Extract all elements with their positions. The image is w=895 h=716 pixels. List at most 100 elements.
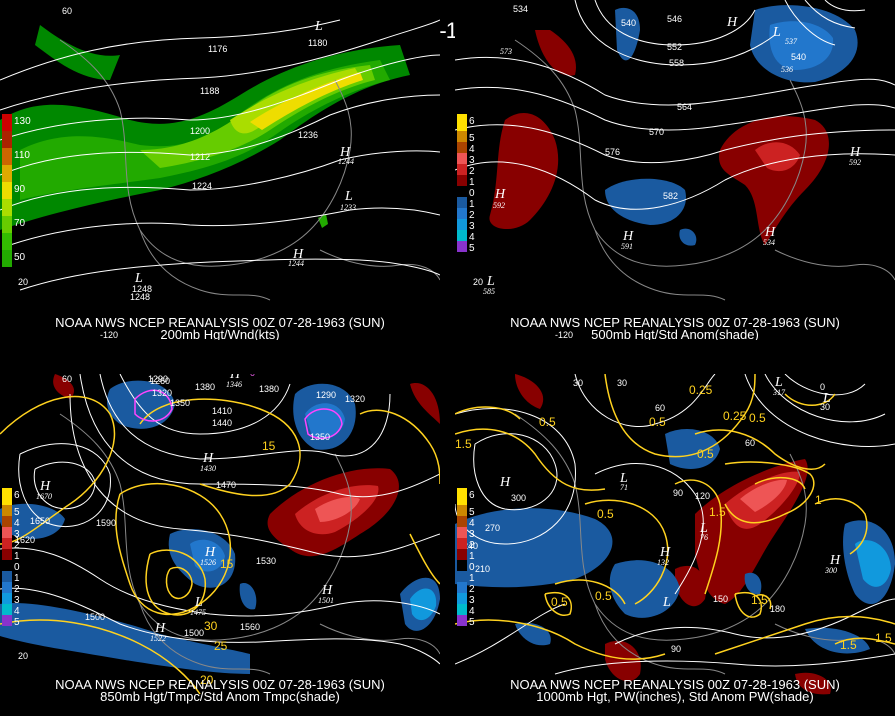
legend-swatch: [457, 230, 467, 241]
legend-850mb: 6 5 4 3 2 1 0 1 2 3 4 5: [2, 488, 30, 628]
high-center: H: [622, 229, 634, 244]
contour-label: 150: [713, 594, 728, 604]
temp-label: 0: [250, 374, 255, 378]
legend-label: 4: [14, 606, 20, 617]
legend-item: 5: [457, 505, 485, 518]
pw-label: 0.25: [689, 383, 713, 397]
center-value: 1244: [288, 259, 304, 268]
legend-item: 3: [457, 527, 485, 540]
panel-subcaption: 850mb Hgt/Tmpc/Std Anom Tmpc(shade): [100, 689, 340, 704]
contour-label: 1350: [170, 398, 190, 408]
legend-label: 1: [14, 573, 20, 584]
legend-label: 1: [469, 177, 475, 188]
anom-neg: [455, 508, 613, 588]
legend-item: 1: [457, 571, 485, 584]
legend-swatch: [2, 571, 12, 582]
legend-label: 3: [469, 595, 475, 606]
panel-200mb: 1176 1188 1200 1212 1224 1236 1248 1248 …: [0, 0, 440, 340]
anom-neg2: [769, 21, 834, 70]
contour-label: 1200: [190, 126, 210, 136]
contour-label: 60: [655, 403, 665, 413]
contour-label: 1248: [130, 292, 150, 302]
low-center: L: [774, 375, 783, 390]
legend-label: 0: [469, 562, 475, 573]
center-value: 132: [657, 558, 669, 567]
panel-850mb: 1260 1290 1320 1350 1380 1410 1440 1470 …: [0, 374, 440, 714]
temp-labels: 15 15 25 30 20 0: [200, 374, 276, 687]
legend-item: [2, 233, 30, 250]
legend-item: 4: [2, 516, 30, 529]
contour-label: 300: [511, 493, 526, 503]
legend-label: 4: [14, 518, 20, 529]
legend-1000mb: 6 5 4 3 2 1 0 1 2 3 4 5: [457, 488, 485, 628]
contour-label: 1500: [85, 612, 105, 622]
contour-label: 1380: [195, 382, 215, 392]
legend-swatch: [457, 488, 467, 505]
legend-label: 2: [14, 584, 20, 595]
legend-label: 5: [469, 617, 475, 628]
pressure-centers: H L 71 L 76 H 132 L L 317 H 300 L: [499, 375, 841, 610]
legend-item: 5: [457, 241, 485, 254]
center-value: 1430: [200, 464, 216, 473]
legend-swatch: [2, 505, 12, 516]
legend-swatch: [2, 516, 12, 527]
legend-item: 110: [2, 148, 30, 165]
contour-label: 180: [770, 604, 785, 614]
legend-swatch: [2, 165, 12, 182]
legend-swatch: [2, 250, 12, 267]
pw-contours: [455, 374, 895, 660]
legend-swatch: [2, 560, 12, 571]
contour-label: 576: [605, 147, 620, 157]
legend-label: 6: [469, 116, 475, 127]
contour-label: 1590: [96, 518, 116, 528]
legend-item: [2, 199, 30, 216]
legend-swatch: [2, 538, 12, 549]
legend-item: 70: [2, 216, 30, 233]
legend-item: 6: [457, 488, 485, 505]
contour-label: 1350: [310, 432, 330, 442]
high-center: H: [204, 545, 216, 560]
anom-neg: [107, 380, 175, 429]
pw-label: 0.5: [697, 447, 714, 461]
height-contours: [455, 374, 895, 675]
legend-label: 3: [14, 595, 20, 606]
anom-neg: [239, 583, 257, 610]
legend-label: 2: [14, 540, 20, 551]
temp-label: 15: [220, 557, 234, 571]
high-center: H: [849, 145, 861, 160]
legend-item: 3: [2, 593, 30, 606]
contour-label: 582: [663, 191, 678, 201]
contour-label: 536: [781, 65, 793, 74]
legend-label: 4: [469, 606, 475, 617]
pressure-centers: H L H 592 H 592 H 591 H 534 L 585: [483, 15, 861, 296]
contour-label: 1260: [150, 376, 170, 386]
legend-item: [2, 165, 30, 182]
legend-item: 6: [457, 114, 485, 131]
high-center: H: [726, 15, 738, 30]
legend-swatch: [457, 604, 467, 615]
legend-swatch: [457, 186, 467, 197]
legend-swatch: [457, 131, 467, 142]
pw-label: 0.25: [723, 409, 747, 423]
anom-neg3: [410, 588, 437, 621]
contour-label: 270: [485, 523, 500, 533]
legend-label: 2: [469, 166, 475, 177]
contour-label: 0: [820, 382, 825, 392]
high-center: H: [292, 247, 304, 262]
contour-label: 1248: [132, 284, 152, 294]
legend-swatch: [457, 208, 467, 219]
panel-subcaption: 200mb Hgt/Wnd(kts): [160, 327, 280, 340]
contour-labels: 534 540 546 552 558 564 570 576 582 537 …: [500, 4, 806, 201]
contour-label: 210: [475, 564, 490, 574]
high-center: H: [39, 479, 51, 494]
coastlines: [59, 413, 440, 675]
legend-item: 0: [2, 560, 30, 573]
legend-swatch: [457, 241, 467, 252]
legend-swatch: [457, 114, 467, 131]
legend-label: 4: [469, 518, 475, 529]
contour-label: 1212: [190, 152, 210, 162]
legend-item: 5: [457, 131, 485, 144]
legend-label: 5: [14, 617, 20, 628]
legend-item: 4: [457, 516, 485, 529]
legend-swatch: [457, 164, 467, 175]
